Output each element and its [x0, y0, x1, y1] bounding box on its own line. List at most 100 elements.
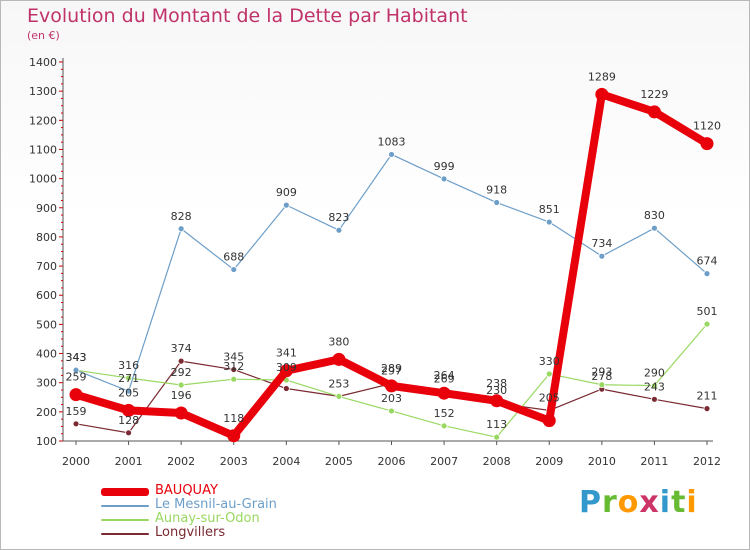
data-point	[335, 392, 343, 400]
data-label: 918	[486, 184, 507, 197]
data-point	[177, 225, 185, 233]
data-point	[125, 429, 132, 437]
data-point	[703, 270, 711, 278]
legend-swatch	[101, 533, 149, 535]
chart-title: Evolution du Montant de la Dette par Hab…	[27, 5, 468, 27]
data-point	[125, 374, 132, 382]
data-label: 316	[118, 359, 139, 372]
data-point	[227, 429, 241, 443]
data-point	[651, 224, 658, 232]
x-tick-label: 2010	[588, 455, 616, 468]
y-tick-label: 400	[36, 348, 57, 361]
y-tick-label: 200	[36, 406, 57, 419]
data-point	[703, 320, 711, 328]
data-point	[545, 370, 553, 378]
data-point	[282, 385, 290, 392]
logo-letter: i	[686, 485, 698, 520]
x-tick-label: 2001	[115, 455, 143, 468]
data-point	[72, 420, 80, 428]
chart-subtitle: (en €)	[27, 29, 60, 42]
proxiti-logo: Proxiti	[579, 485, 698, 520]
legend-swatch	[101, 505, 149, 507]
logo-letter: o	[617, 485, 640, 520]
data-label: 1229	[640, 88, 668, 101]
data-point	[440, 175, 448, 183]
data-point	[174, 406, 188, 420]
y-tick-label: 800	[36, 231, 57, 244]
data-label: 264	[434, 369, 455, 382]
legend-swatch	[101, 488, 149, 496]
data-label: 309	[276, 361, 297, 374]
data-point	[279, 364, 293, 378]
data-label: 238	[486, 377, 507, 390]
x-tick-label: 2005	[325, 455, 353, 468]
data-label: 159	[66, 405, 87, 418]
data-label: 343	[66, 351, 87, 364]
data-point	[542, 414, 556, 428]
data-point	[230, 266, 238, 273]
data-point	[72, 366, 80, 374]
x-tick-label: 2009	[535, 455, 563, 468]
data-label: 253	[328, 377, 349, 390]
data-point	[388, 407, 395, 415]
legend-label: BAUQUAY	[155, 483, 218, 498]
data-point	[122, 403, 136, 417]
data-label: 501	[697, 305, 718, 318]
data-point	[490, 394, 504, 408]
legend-label: Le Mesnil-au-Grain	[155, 497, 277, 512]
data-label: 674	[697, 255, 718, 268]
data-label: 292	[171, 366, 192, 379]
data-point	[385, 379, 398, 393]
data-label: 312	[223, 360, 244, 373]
data-point	[440, 422, 448, 430]
data-point	[230, 375, 238, 383]
logo-letter: P	[579, 485, 602, 520]
data-point	[700, 137, 714, 151]
data-label: 330	[539, 355, 560, 368]
y-tick-label: 1400	[29, 56, 57, 69]
data-label: 343	[66, 351, 87, 364]
data-label: 823	[328, 211, 349, 224]
data-label: 297	[381, 365, 402, 378]
data-label: 345	[223, 351, 244, 364]
data-label: 909	[276, 186, 297, 199]
y-tick-label: 1200	[29, 114, 57, 127]
series-line	[75, 153, 708, 392]
data-point	[493, 433, 501, 441]
data-label: 374	[171, 342, 192, 355]
data-label: 289	[381, 362, 402, 375]
data-label: 269	[434, 373, 455, 386]
data-point	[332, 352, 346, 366]
data-label: 1120	[693, 120, 721, 133]
data-point	[651, 395, 658, 403]
data-point	[647, 105, 661, 119]
data-label: 1083	[378, 135, 406, 148]
x-tick-label: 2011	[640, 455, 668, 468]
data-point	[388, 151, 395, 158]
data-point	[230, 366, 238, 373]
data-label: 113	[486, 418, 507, 431]
legend-label: Aunay-sur-Odon	[155, 511, 260, 526]
data-point	[335, 226, 343, 234]
data-point	[69, 388, 83, 402]
logo-letter: r	[602, 485, 618, 520]
data-point	[598, 381, 606, 389]
data-label: 128	[118, 414, 139, 427]
y-tick-label: 100	[36, 435, 57, 448]
data-label: 243	[644, 380, 665, 393]
data-label: 152	[434, 407, 455, 420]
data-label: 205	[118, 386, 139, 399]
data-label: 380	[328, 335, 349, 348]
x-tick-label: 2007	[430, 455, 458, 468]
logo-letter: i	[659, 485, 672, 520]
data-label: 230	[486, 384, 507, 397]
data-label: 341	[276, 347, 297, 360]
y-tick-label: 300	[36, 377, 57, 390]
data-label: 205	[539, 391, 560, 404]
data-label: 851	[539, 203, 560, 216]
data-label: 203	[381, 392, 402, 405]
y-tick-label: 900	[36, 202, 57, 215]
data-label: 211	[697, 390, 718, 403]
data-point	[282, 201, 290, 209]
